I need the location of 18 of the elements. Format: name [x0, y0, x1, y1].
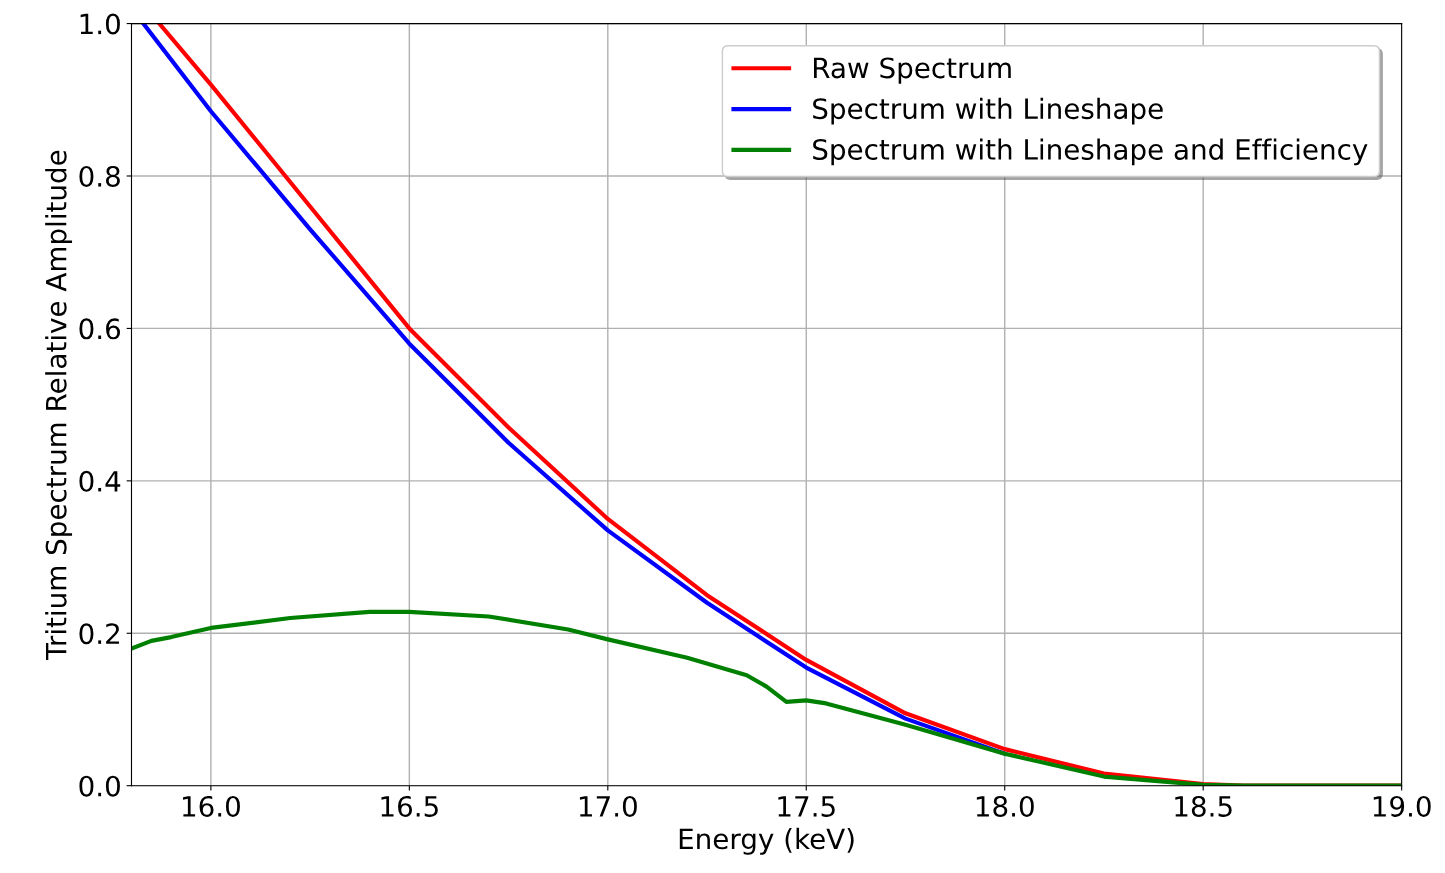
legend-label: Raw Spectrum: [813, 57, 1011, 84]
x-tick-label: 18.5: [1175, 795, 1232, 817]
x-tick-label: 16.0: [183, 795, 240, 817]
y-tick-label: 0.6: [79, 318, 121, 340]
y-tick-label: 0.0: [79, 775, 120, 797]
x-tick-label: 18.0: [976, 795, 1034, 817]
x-tick-label: 16.5: [381, 795, 438, 817]
x-tick-label: 17.0: [579, 795, 637, 817]
x-tick-label: 17.5: [778, 796, 835, 817]
legend-label: Spectrum with Lineshape and Efficiency: [813, 138, 1368, 166]
x-tick-label: 19.0: [1373, 795, 1431, 817]
legend-label: Spectrum with Lineshape: [813, 97, 1163, 125]
y-axis-title: Tritium Spectrum Relative Amplitude: [45, 150, 73, 661]
y-tick-label: 0.4: [79, 470, 121, 492]
y-tick-label: 1.0: [80, 13, 120, 35]
x-axis-title: Energy (keV): [679, 827, 854, 855]
y-tick-label: 0.2: [79, 623, 119, 645]
y-tick-label: 0.8: [79, 165, 120, 187]
